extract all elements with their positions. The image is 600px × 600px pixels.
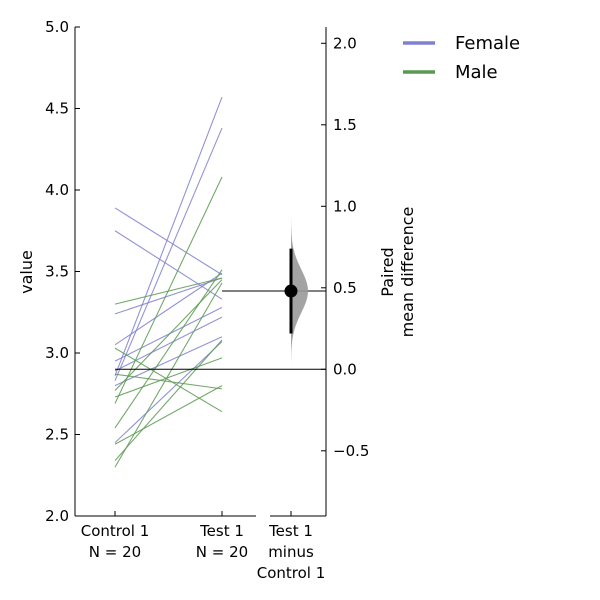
- paired-line-female: [114, 230, 223, 300]
- paired-line-female: [114, 306, 223, 362]
- paired-line-male: [114, 373, 223, 390]
- paired-line-male: [114, 357, 223, 398]
- left-y-tick-label: 4.0: [45, 181, 69, 199]
- paired-line-female: [114, 336, 223, 387]
- x-label-delta-line2: minus: [268, 543, 314, 561]
- left-y-tick-label: 3.0: [45, 344, 69, 362]
- paired-line-male: [114, 339, 223, 461]
- right-y-tick-label: 2.0: [333, 34, 357, 52]
- paired-line-female: [114, 341, 223, 444]
- paired-line-female: [114, 207, 223, 276]
- paired-line-male: [114, 279, 223, 391]
- right-y-ticks: −0.5 0.0 0.5 1.0 1.5 2.0: [290, 34, 369, 516]
- right-y-tick-label: 0.5: [333, 279, 357, 297]
- right-y-tick-label: 0.0: [333, 360, 357, 378]
- bootstrap-distribution: [291, 214, 308, 362]
- left-y-tick-label: 3.5: [45, 263, 69, 281]
- x-label-delta-line3: Control 1: [257, 564, 326, 582]
- paired-line-male: [114, 269, 223, 429]
- left-y-axis-title: value: [17, 250, 36, 294]
- paired-line-female: [114, 127, 223, 381]
- paired-line-female: [114, 272, 223, 346]
- legend-label-female: Female: [455, 33, 520, 54]
- mean-difference-point: [284, 284, 298, 298]
- paired-line-male: [114, 282, 223, 468]
- right-y-tick-label: 1.5: [333, 116, 357, 134]
- right-y-tick-label: −0.5: [333, 442, 369, 460]
- paired-line-male: [114, 385, 223, 445]
- paired-line-female: [114, 96, 223, 377]
- paired-lines: [114, 96, 223, 468]
- delta-layer: [115, 214, 326, 370]
- paired-line-male: [114, 176, 223, 404]
- right-y-axis-title-line2: mean difference: [398, 207, 417, 338]
- x-label-test-name: Test 1: [199, 522, 244, 540]
- legend-label-male: Male: [455, 62, 498, 83]
- left-y-ticks: 2.0 2.5 3.0 3.5 4.0 4.5 5.0: [45, 18, 223, 525]
- left-y-tick-label: 5.0: [45, 18, 69, 36]
- legend: Female Male: [403, 33, 520, 83]
- paired-line-female: [114, 316, 223, 372]
- left-y-tick-label: 2.0: [45, 507, 69, 525]
- left-y-tick-label: 4.5: [45, 100, 69, 118]
- x-label-control-n: N = 20: [89, 543, 141, 561]
- right-y-axis-title-line1: Paired: [378, 247, 397, 296]
- x-label-test-n: N = 20: [196, 543, 248, 561]
- paired-line-male: [114, 347, 223, 413]
- right-y-tick-label: 1.0: [333, 197, 357, 215]
- paired-line-female: [114, 277, 223, 315]
- left-y-tick-label: 2.5: [45, 426, 69, 444]
- x-label-control-name: Control 1: [81, 522, 150, 540]
- x-label-delta-line1: Test 1: [268, 522, 313, 540]
